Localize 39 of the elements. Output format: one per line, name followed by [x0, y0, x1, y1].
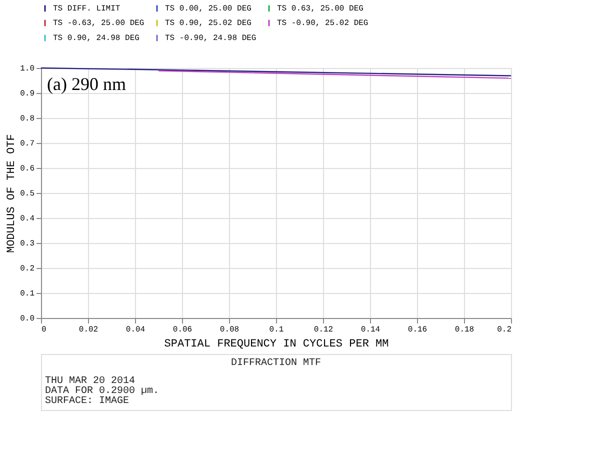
y-tick-label: 0.8 [20, 114, 35, 124]
x-tick-label: 0.04 [126, 326, 146, 334]
legend-label: TS 0.90, 24.98 DEG [53, 34, 140, 43]
x-tick-label: 0.1 [269, 326, 284, 334]
annotation: (a) 290 nm [47, 74, 126, 94]
y-tick-label: 0.7 [20, 140, 35, 148]
x-tick-label: 0.16 [408, 326, 428, 334]
x-axis-title: SPATIAL FREQUENCY IN CYCLES PER MM [164, 338, 389, 350]
y-axis-title: MODULUS OF THE OTF [6, 134, 18, 253]
y-tick-label: 0.3 [20, 240, 35, 248]
x-tick-label: 0.06 [172, 326, 192, 334]
legend-label: TS -0.63, 25.00 DEG [53, 19, 144, 28]
y-tick-label: 0.4 [20, 214, 35, 224]
text: DIFFRACTION MTF [230, 358, 322, 369]
y-tick-label: 0.0 [20, 314, 35, 324]
x-tick-label: 0.14 [360, 326, 380, 334]
legend-label: TS 0.63, 25.00 DEG [277, 4, 364, 14]
legend-label: TS 0.00, 25.00 DEG [165, 4, 252, 14]
y-tick-label: 1.0 [20, 64, 35, 74]
text: SURFACE: IMAGE [45, 396, 130, 407]
y-tick-label: 0.9 [20, 90, 35, 98]
x-tick-label: 0.18 [454, 326, 474, 334]
x-tick-label: 0.02 [78, 326, 98, 334]
y-tick-label: 0.2 [20, 264, 35, 274]
line-series [158, 70, 512, 79]
text: THU MAR 20 2014 [45, 376, 136, 387]
y-tick-label: 0.6 [20, 164, 35, 174]
text: DATA FOR 0.2900 µm. [45, 386, 160, 397]
line-series [40, 67, 512, 76]
y-tick-label: 0.1 [20, 290, 35, 298]
y-tick-label: 0.5 [20, 190, 35, 198]
legend-label: TS DIFF. LIMIT [53, 4, 120, 14]
legend-label: TS -0.90, 24.98 DEG [165, 34, 256, 43]
x-tick-label: 0.08 [220, 326, 240, 334]
legend-label: TS -0.90, 25.02 DEG [277, 19, 368, 28]
x-tick-label: 0.2 [497, 326, 512, 334]
legend-label: TS 0.90, 25.02 DEG [165, 19, 252, 28]
x-tick-label: 0.12 [314, 326, 334, 334]
x-tick-label: 0 [42, 326, 46, 334]
